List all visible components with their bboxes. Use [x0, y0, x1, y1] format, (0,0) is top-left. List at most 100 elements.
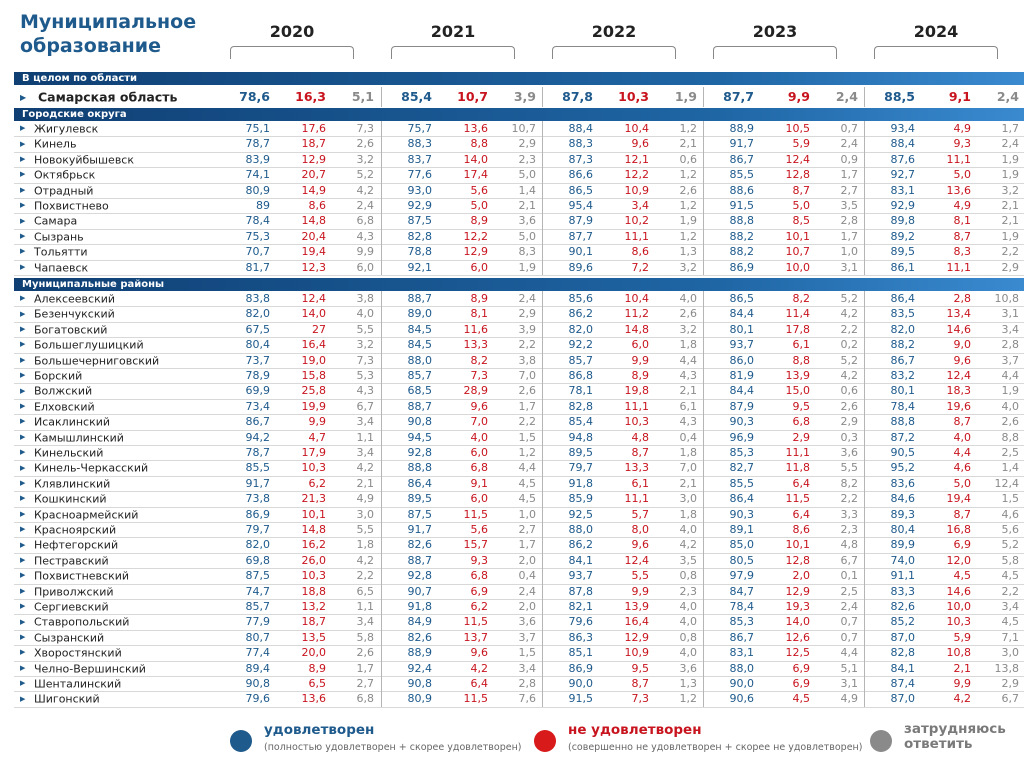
- value-not-satisfied: 6,2: [470, 600, 489, 613]
- value-not-satisfied: 10,9: [624, 646, 650, 660]
- value-hard-to-answer: 1,0: [518, 507, 537, 521]
- year-cell-group: 90,6 4,5 4,9: [703, 691, 863, 707]
- value-not-satisfied: 8,6: [631, 245, 650, 259]
- row-divider: [14, 414, 1024, 416]
- table-row: ▶ Шенталинский 90,8 6,5 2,7 90,8 6,4 2,8 90,0 8,7…: [14, 676, 1024, 692]
- table-row: ▶ Хворостянский 77,4 20,0 2,6 88,9 9,6 1,5 85,1 1…: [14, 645, 1024, 661]
- year-cell-group: 86,6 12,2 1,2: [542, 167, 702, 183]
- value-satisfied: 73,4: [245, 399, 271, 413]
- year-cell-group: 86,3 12,9 0,8: [542, 629, 702, 646]
- year-cell-group: 88,3 9,6 2,1: [542, 136, 702, 152]
- year-cell-group: 92,9 4,9 2,1: [864, 198, 1024, 214]
- value-not-satisfied: 13,4: [946, 307, 972, 321]
- value-hard-to-answer: 2,1: [518, 199, 537, 212]
- value-not-satisfied: 8,7: [953, 229, 972, 243]
- year-cell-group: 77,6 17,4 5,0: [381, 167, 541, 183]
- value-satisfied: 86,5: [568, 183, 594, 197]
- value-not-satisfied: 6,8: [470, 461, 489, 475]
- year-cell-group: 82,0 14,6 3,4: [864, 321, 1024, 338]
- table-row: ▶ Тольятти 70,7 19,4 9,9 78,8 12,9 8,3 90,1 8,6 1,…: [14, 244, 1024, 260]
- value-hard-to-answer: 1,9: [1001, 168, 1020, 182]
- value-satisfied: 78,7: [245, 446, 271, 459]
- row-label: Камышлинский: [34, 430, 124, 444]
- year-bracket: [552, 46, 676, 59]
- triangle-right-icon: ▶: [20, 448, 26, 457]
- value-hard-to-answer: 1,3: [679, 677, 698, 690]
- year-bracket: [230, 46, 354, 59]
- value-not-satisfied: 12,9: [301, 152, 327, 166]
- value-not-satisfied: 9,6: [470, 399, 489, 413]
- value-satisfied: 87,5: [407, 507, 433, 521]
- year-cell-group: 86,5 8,2 5,2: [703, 291, 863, 307]
- value-hard-to-answer: 5,2: [840, 353, 859, 367]
- value-hard-to-answer: 6,7: [356, 399, 375, 413]
- table-row: ▶ Приволжский 74,7 18,8 6,5 90,7 6,9 2,4 87,8 9,9…: [14, 583, 1024, 599]
- value-satisfied: 88,4: [568, 122, 594, 135]
- table-row: ▶ Безенчукский 82,0 14,0 4,0 89,0 8,1 2,9 86,2 11…: [14, 306, 1024, 322]
- value-not-satisfied: 13,6: [463, 122, 489, 135]
- year-cell-group: 80,4 16,4 3,2: [220, 337, 380, 352]
- value-not-satisfied: 11,1: [624, 492, 650, 506]
- value-not-satisfied: 4,8: [631, 430, 650, 444]
- triangle-right-icon: ▶: [20, 185, 26, 194]
- value-not-satisfied: 11,2: [624, 307, 650, 321]
- value-hard-to-answer: 2,0: [518, 553, 537, 567]
- value-satisfied: 82,6: [407, 630, 433, 644]
- year-cell-group: 80,7 13,5 5,8: [220, 630, 380, 645]
- year-cell-group: 92,8 6,0 1,2: [381, 445, 541, 461]
- value-satisfied: 78,8: [407, 245, 433, 259]
- value-satisfied: 85,5: [729, 168, 755, 182]
- year-cell-group: 82,0 14,8 3,2: [542, 321, 702, 338]
- value-satisfied: 88,8: [729, 214, 755, 228]
- value-satisfied: 94,2: [245, 430, 271, 444]
- value-hard-to-answer: 4,2: [356, 461, 375, 475]
- page-title: Муниципальное образование: [20, 11, 197, 57]
- value-hard-to-answer: 2,5: [840, 584, 859, 598]
- value-satisfied: 95,4: [568, 199, 594, 212]
- row-label: Шенталинский: [34, 677, 122, 691]
- value-not-satisfied: 12,6: [785, 630, 811, 644]
- value-hard-to-answer: 4,6: [1001, 507, 1020, 521]
- value-hard-to-answer: 2,6: [679, 183, 698, 197]
- value-hard-to-answer: 6,0: [356, 260, 375, 274]
- year-cell-group: 93,7 5,5 0,8: [542, 568, 702, 584]
- year-cell-group: 91,5 5,0 3,5: [703, 198, 863, 214]
- value-satisfied: 91,7: [245, 476, 271, 490]
- row-label: Самарская область: [38, 89, 178, 105]
- value-not-satisfied: 17,6: [301, 122, 327, 135]
- value-hard-to-answer: 6,8: [356, 214, 375, 228]
- value-hard-to-answer: 2,7: [356, 677, 375, 690]
- value-satisfied: 77,9: [245, 615, 271, 629]
- table-row: ▶ Камышлинский 94,2 4,7 1,1 94,5 4,0 1,5 94,8 4,8…: [14, 429, 1024, 445]
- value-not-satisfied: 9,5: [792, 399, 811, 413]
- value-hard-to-answer: 7,3: [356, 122, 375, 135]
- row-label: Октябрьск: [34, 168, 96, 182]
- row-divider: [14, 167, 1024, 169]
- value-not-satisfied: 12,4: [301, 292, 327, 305]
- row-divider: [14, 614, 1024, 616]
- legend-title: затрудняюсь ответить: [904, 721, 1006, 752]
- value-satisfied: 90,8: [245, 677, 271, 690]
- value-not-satisfied: 20,0: [301, 646, 327, 660]
- value-not-satisfied: 5,0: [953, 476, 972, 490]
- triangle-right-icon: ▶: [20, 340, 26, 349]
- value-hard-to-answer: 5,2: [356, 168, 375, 182]
- triangle-right-icon: ▶: [20, 309, 26, 318]
- value-hard-to-answer: 4,0: [356, 307, 375, 321]
- year-cell-group: 89,3 8,7 4,6: [864, 506, 1024, 522]
- value-not-satisfied: 6,0: [470, 260, 489, 274]
- year-cell-group: 69,8 26,0 4,2: [220, 553, 380, 568]
- year-cell-group: 90,0 8,7 1,3: [542, 676, 702, 692]
- value-satisfied: 68,5: [407, 384, 433, 398]
- value-satisfied: 93,4: [890, 122, 916, 135]
- value-not-satisfied: 17,8: [785, 322, 811, 336]
- value-not-satisfied: 16,8: [946, 523, 972, 536]
- value-not-satisfied: 13,9: [624, 600, 650, 613]
- value-not-satisfied: 26,0: [301, 553, 327, 567]
- value-not-satisfied: 8,8: [470, 137, 489, 151]
- year-cell-group: 92,5 5,7 1,8: [542, 506, 702, 522]
- value-satisfied: 78,4: [890, 399, 916, 413]
- value-satisfied: 83,7: [407, 152, 433, 166]
- year-cell-group: 90,8 7,0 2,2: [381, 414, 541, 430]
- value-satisfied: 74,1: [245, 168, 271, 182]
